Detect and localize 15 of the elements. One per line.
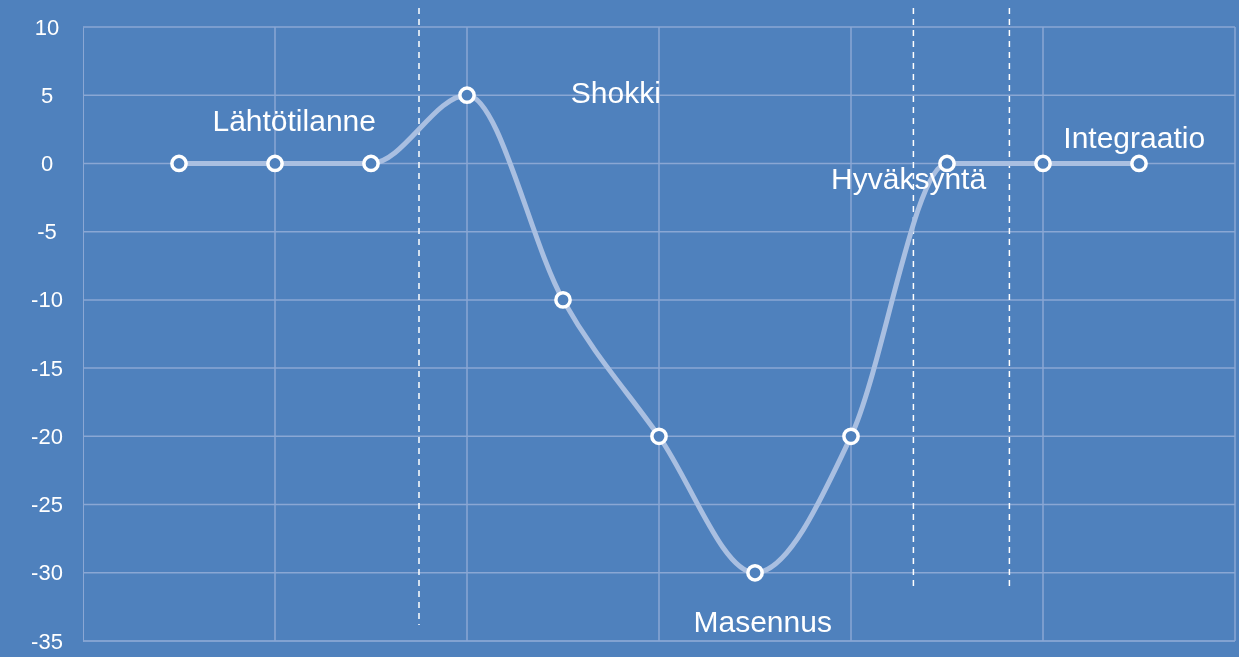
y-tick-label: -35 xyxy=(31,628,63,654)
annotation: Masennus xyxy=(693,604,832,638)
y-tick-label: -10 xyxy=(31,287,63,313)
annotation: Shokki xyxy=(570,75,661,109)
y-tick-label: -15 xyxy=(31,355,63,381)
annotation: Integraatio xyxy=(1063,120,1206,154)
annotation: Lähtötilanne xyxy=(212,103,376,137)
y-tick-label: -5 xyxy=(37,219,57,245)
y-tick-label: -30 xyxy=(31,560,63,586)
y-tick-label: -20 xyxy=(31,423,63,449)
y-tick-label: -25 xyxy=(31,492,63,518)
annotation: Hyväksyntä xyxy=(831,161,987,195)
y-tick-label: 5 xyxy=(40,82,54,108)
y-tick-label: 0 xyxy=(40,150,54,176)
y-tick-label: 10 xyxy=(34,14,60,40)
